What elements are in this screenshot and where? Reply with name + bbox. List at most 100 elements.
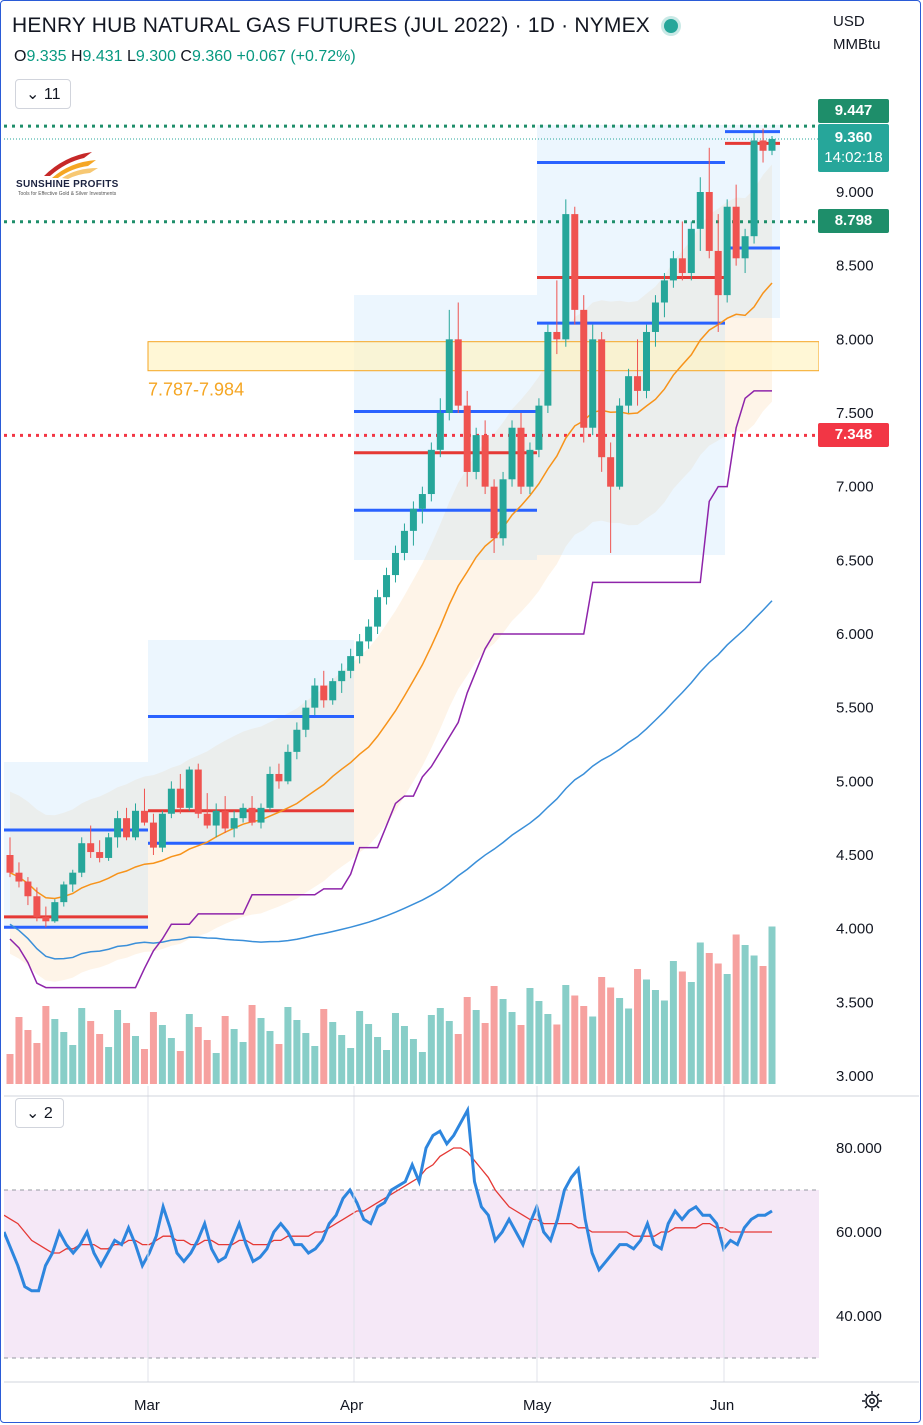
volume-bar: [445, 1021, 453, 1084]
gear-icon[interactable]: [861, 1390, 883, 1412]
volume-bar: [625, 1008, 633, 1084]
candle-body: [589, 339, 597, 428]
candle-body: [78, 843, 86, 873]
candle-body: [580, 309, 588, 428]
volume-bar: [669, 961, 677, 1084]
y-tick-label: 3.500: [836, 994, 874, 1011]
y-tick-label: 5.500: [836, 700, 874, 717]
volume-bar: [33, 1043, 41, 1084]
candle-body: [687, 228, 695, 274]
volume-bar: [365, 1024, 373, 1084]
candle-body: [374, 597, 382, 627]
volume-bar: [607, 987, 615, 1084]
candle-body: [418, 494, 426, 509]
candle-body: [400, 530, 408, 553]
y-tick-label: 3.000: [836, 1068, 874, 1085]
volume-bar: [391, 1013, 399, 1084]
candle-body: [158, 813, 166, 848]
price-tag-resistance: 9.447: [818, 99, 889, 123]
volume-bar: [463, 997, 471, 1084]
candle-body: [678, 258, 686, 274]
candle-body: [140, 810, 148, 823]
volume-bar: [347, 1048, 355, 1084]
candle-body: [96, 852, 104, 858]
rsi-tick-label: 40.000: [836, 1308, 882, 1325]
candle-body: [132, 810, 140, 838]
volume-bar: [284, 1007, 292, 1084]
y-tick-label: 8.000: [836, 331, 874, 348]
candle-body: [526, 449, 534, 487]
volume-bar: [212, 1053, 220, 1084]
volume-profile-box: [354, 295, 537, 560]
candle-body: [311, 685, 319, 708]
candle-body: [472, 435, 480, 472]
volume-bar: [185, 1014, 193, 1084]
volume-bar: [400, 1026, 408, 1084]
volume-bar: [517, 1025, 525, 1084]
volume-bar: [535, 1001, 543, 1084]
volume-bar: [705, 953, 713, 1084]
indicator-count-lower: 2: [43, 1105, 53, 1122]
volume-bar: [320, 1009, 328, 1084]
candle-body: [696, 192, 704, 229]
volume-bar: [544, 1014, 552, 1084]
volume-bar: [149, 1012, 157, 1084]
volume-bar: [374, 1037, 382, 1084]
candle-body: [454, 339, 462, 406]
volume-bar: [687, 982, 695, 1084]
candle-body: [293, 729, 301, 752]
indicator-count-main: 11: [43, 86, 61, 103]
volume-bar: [634, 969, 642, 1084]
high-value: 9.431: [82, 48, 123, 65]
candle-body: [634, 376, 642, 391]
volume-bar: [293, 1020, 301, 1084]
chevron-down-icon: ⌄: [26, 1105, 40, 1122]
candle-body: [651, 302, 659, 332]
price-tag-support-upper: 8.798: [818, 209, 889, 233]
ma20-line: [9, 282, 773, 900]
ma50-line: [9, 600, 773, 960]
chart-title-text: HENRY HUB NATURAL GAS FUTURES (JUL 2022)…: [12, 14, 651, 37]
rsi-band: [4, 1190, 819, 1358]
price-tag-support-lower: 7.348: [818, 423, 889, 447]
candle-body: [723, 206, 731, 296]
volume-bar: [750, 955, 758, 1084]
volume-bar: [329, 1022, 337, 1084]
volume-bar: [768, 926, 776, 1084]
volume-bar: [418, 1052, 426, 1084]
candle-body: [660, 280, 668, 303]
volume-bar: [132, 1036, 140, 1084]
candle-body: [732, 206, 740, 259]
volume-bar: [248, 1005, 256, 1084]
volume-bar: [24, 1030, 32, 1084]
volume-bar: [239, 1042, 247, 1084]
candle-body: [123, 818, 131, 838]
volume-bar: [302, 1033, 310, 1084]
volume-bar: [526, 988, 534, 1084]
x-tick-label: Mar: [134, 1397, 160, 1414]
currency-label[interactable]: USD: [833, 13, 865, 30]
volume-bar: [167, 1038, 175, 1084]
candle-body: [553, 331, 561, 340]
indicator-toggle-lower[interactable]: ⌄ 2: [15, 1098, 64, 1128]
candle-body: [544, 331, 552, 406]
candle-body: [275, 773, 283, 782]
indicator-toggle-main[interactable]: ⌄ 11: [15, 79, 72, 109]
candle-body: [239, 807, 247, 819]
change-value: +0.067 (+0.72%): [236, 48, 356, 65]
x-tick-label: May: [523, 1397, 552, 1414]
volume-bar: [221, 1016, 229, 1084]
unit-label[interactable]: MMBtu: [833, 36, 881, 53]
volume-bar: [651, 990, 659, 1084]
close-value: 9.360: [191, 48, 233, 65]
low-value: 9.300: [135, 48, 176, 65]
candle-body: [490, 486, 498, 539]
volume-bar: [15, 1017, 23, 1084]
candle-body: [499, 479, 507, 539]
volume-bar: [78, 1008, 86, 1084]
candle-body: [24, 881, 32, 897]
volume-bar: [580, 1006, 588, 1084]
candle-body: [320, 685, 328, 701]
